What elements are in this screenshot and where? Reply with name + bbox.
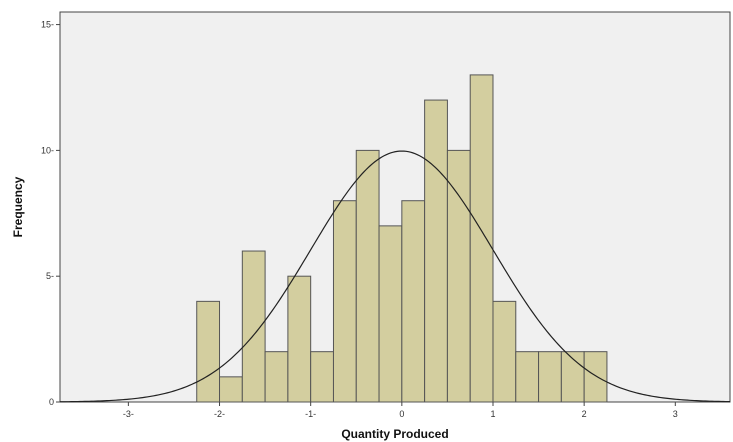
histogram-bar-16: [538, 351, 562, 403]
y-tick-label: 10-: [41, 145, 54, 155]
y-axis-title: Frequency: [11, 176, 25, 237]
histogram-bar-2: [219, 376, 243, 403]
x-tick-label: 3: [673, 409, 678, 419]
x-axis-title: Quantity Produced: [341, 427, 448, 441]
histogram-bar-18: [583, 351, 608, 403]
x-tick-label: -1-: [305, 409, 316, 419]
x-tick-label: -2-: [214, 409, 225, 419]
histogram-bar-4: [264, 351, 289, 403]
histogram-bar-5: [287, 275, 312, 403]
histogram-bars: [196, 74, 608, 403]
histogram-bar-8: [355, 149, 380, 403]
histogram-bar-7: [332, 200, 357, 403]
x-tick-label: 0: [399, 409, 404, 419]
histogram-bar-14: [492, 300, 517, 403]
x-tick-label: 2: [582, 409, 587, 419]
axes: [56, 24, 676, 406]
histogram-bar-11: [424, 99, 448, 403]
normal-curve: [59, 150, 731, 403]
y-tick-label: 15-: [41, 20, 54, 30]
histogram-bar-15: [515, 351, 540, 403]
y-tick-label: 5-: [46, 271, 54, 281]
histogram-bar-12: [446, 149, 471, 403]
histogram-bar-9: [378, 225, 403, 403]
histogram-bar-10: [401, 200, 426, 403]
histogram-bar-13: [469, 74, 494, 403]
histogram-bar-6: [310, 351, 334, 403]
histogram-bar-3: [241, 250, 266, 403]
y-tick-label: 0: [49, 397, 54, 407]
x-tick-label: 1: [490, 409, 495, 419]
tick-labels: -3- -2- -1- 0 1 2 3 0 5- 10- 15-: [41, 20, 678, 419]
histogram-bar-1: [196, 300, 221, 403]
x-tick-label: -3-: [123, 409, 134, 419]
